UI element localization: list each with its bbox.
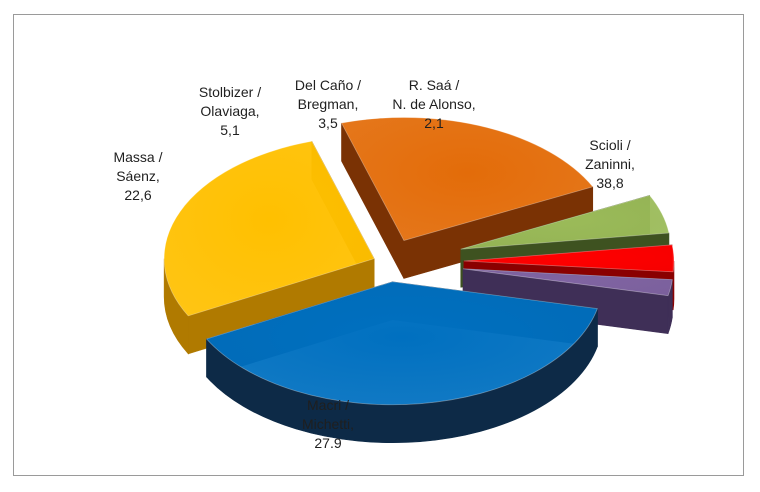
slice-label-massa: Massa / Sáenz, 22,6 <box>113 149 162 203</box>
slice-label-r-saa: R. Saá / N. de Alonso, 2,1 <box>392 77 475 131</box>
pie-labels: Scioli / Zaninni, 38,8 Macri / Michetti, 27.9… <box>113 77 634 451</box>
slice-label-macri: Macri / Michetti, 27.9 <box>302 397 354 451</box>
pie-slice-r-saa <box>463 268 673 297</box>
pie-tops <box>163 117 675 406</box>
pie-slice-massa <box>340 117 594 241</box>
pie-slice-scioli <box>205 281 598 406</box>
pie-slice-del-cano <box>463 244 675 273</box>
slice-label-stolbizer: Stolbizer / Olaviaga, 5,1 <box>199 84 261 138</box>
slice-label-del-cano: Del Caño / Bregman, 3,5 <box>295 77 361 131</box>
pie-slice-macri <box>163 140 375 317</box>
slice-label-scioli: Scioli / Zaninni, 38,8 <box>585 137 635 191</box>
pie-slice-stolbizer <box>460 194 670 250</box>
